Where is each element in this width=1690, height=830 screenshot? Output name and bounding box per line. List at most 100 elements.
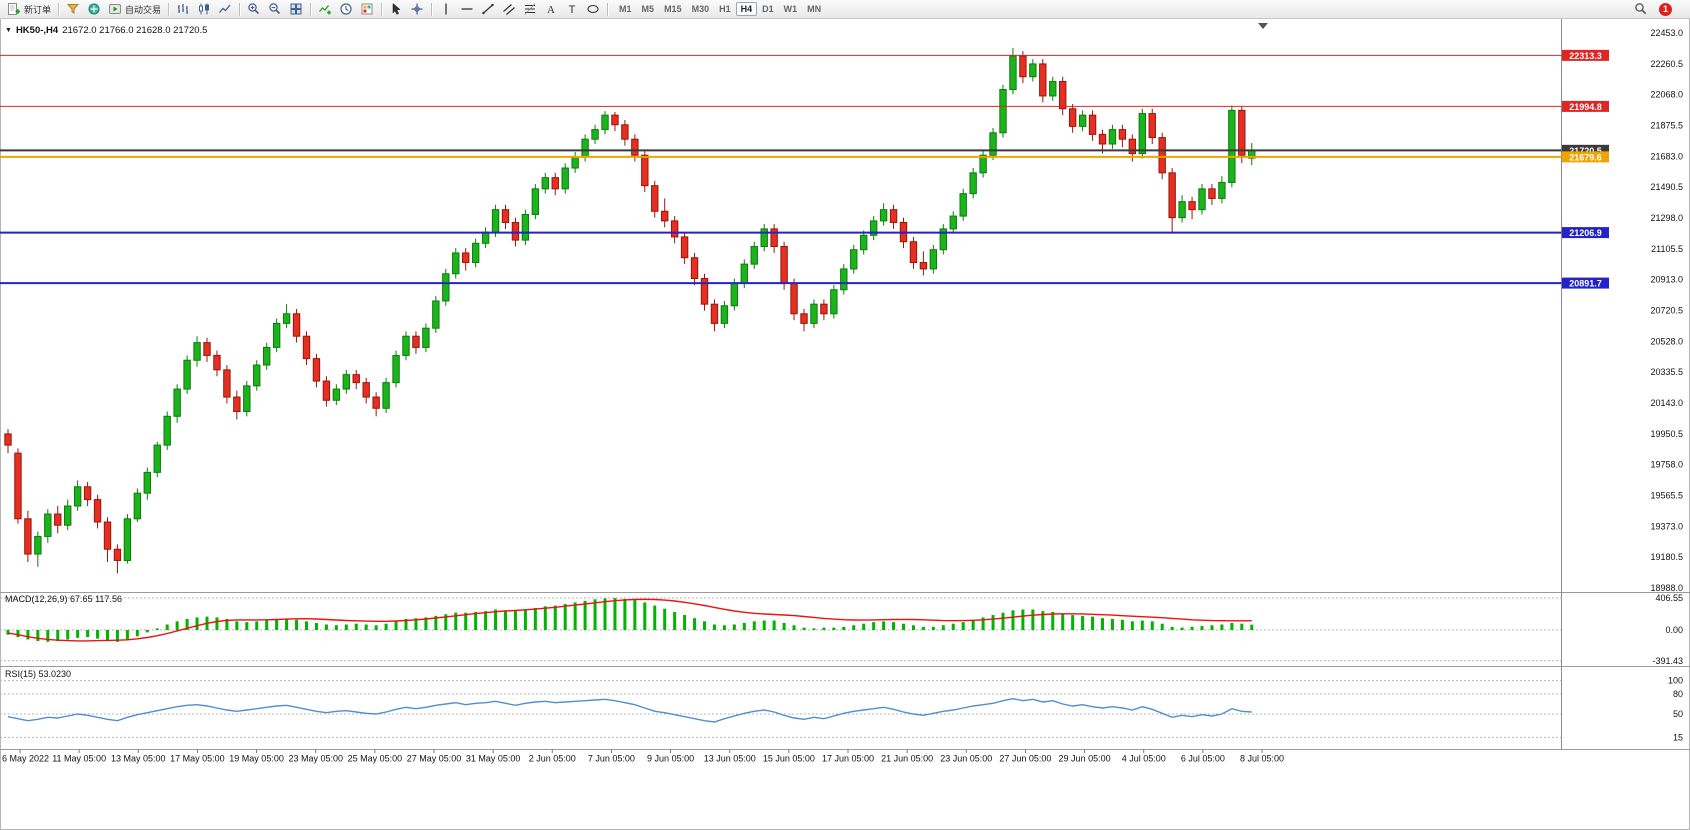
- svg-text:21683.0: 21683.0: [1650, 151, 1683, 161]
- timeframe-mn[interactable]: MN: [802, 2, 826, 16]
- svg-text:25 May 05:00: 25 May 05:00: [348, 754, 403, 764]
- autotrading-button[interactable]: 自动交易: [105, 1, 164, 17]
- svg-text:21720.5: 21720.5: [1569, 146, 1602, 156]
- svg-text:17 Jun 05:00: 17 Jun 05:00: [822, 754, 874, 764]
- svg-text:21105.5: 21105.5: [1651, 244, 1683, 254]
- svg-text:21298.0: 21298.0: [1650, 213, 1683, 223]
- zoom-in-icon: [248, 3, 260, 15]
- price-badge: [1562, 144, 1609, 156]
- timeframe-m15[interactable]: M15: [659, 2, 687, 16]
- svg-text:19373.0: 19373.0: [1650, 521, 1683, 531]
- svg-text:-391.43: -391.43: [1652, 656, 1683, 666]
- vertical-line-tool-button[interactable]: [436, 1, 456, 17]
- text-tool-button[interactable]: A: [541, 1, 561, 17]
- candles-layer: [4, 47, 1256, 574]
- indicators-icon: [319, 5, 332, 15]
- svg-text:6 May 2022: 6 May 2022: [2, 754, 49, 764]
- svg-text:19950.5: 19950.5: [1650, 429, 1683, 439]
- tile-windows-button[interactable]: [286, 1, 306, 17]
- price-badge: [1562, 100, 1609, 112]
- price-badge: [1562, 227, 1609, 239]
- svg-text:15 Jun 05:00: 15 Jun 05:00: [763, 754, 815, 764]
- svg-text:21 Jun 05:00: 21 Jun 05:00: [881, 754, 933, 764]
- timeframe-m1[interactable]: M1: [614, 2, 637, 16]
- tile-windows-icon: [290, 3, 302, 15]
- new-order-button[interactable]: 新订单: [4, 1, 54, 17]
- search-button[interactable]: [1631, 1, 1651, 17]
- svg-text:22313.3: 22313.3: [1569, 51, 1602, 61]
- timeframe-d1[interactable]: D1: [757, 2, 779, 16]
- notification-badge[interactable]: 1: [1659, 2, 1672, 16]
- trendline-tool-button[interactable]: [478, 1, 498, 17]
- svg-text:31 May 05:00: 31 May 05:00: [466, 754, 521, 764]
- trendline-icon: [482, 3, 494, 15]
- shapes-icon: [587, 4, 599, 14]
- shift-marker: [1258, 23, 1268, 29]
- navigator-icon: [88, 3, 100, 15]
- timeframe-m5[interactable]: M5: [637, 2, 660, 16]
- zoom-in-button[interactable]: [244, 1, 264, 17]
- toolbar: 新订单 自动交易: [0, 0, 1690, 19]
- periods-button[interactable]: [336, 1, 356, 17]
- svg-text:20335.5: 20335.5: [1650, 367, 1683, 377]
- svg-text:19565.5: 19565.5: [1650, 491, 1683, 501]
- svg-text:27 Jun 05:00: 27 Jun 05:00: [999, 754, 1051, 764]
- toolbar-separator: [607, 2, 609, 16]
- svg-text:18988.0: 18988.0: [1650, 583, 1683, 593]
- equidistant-channel-icon: [503, 4, 515, 15]
- svg-text:T: T: [569, 4, 576, 16]
- chart-title: ▼ HK50-,H4 21672.0 21766.0 21628.0 21720…: [5, 25, 207, 36]
- bar-chart-icon: [178, 4, 189, 14]
- vertical-line-icon: [445, 3, 447, 15]
- toolbar-separator: [58, 2, 60, 16]
- line-chart-button[interactable]: [215, 1, 235, 17]
- cursor-tool-button[interactable]: [386, 1, 406, 17]
- macd-value-histogram: 67.65: [70, 594, 93, 604]
- svg-text:80: 80: [1673, 689, 1683, 699]
- label-tool-button[interactable]: T: [562, 1, 582, 17]
- svg-text:2 Jun 05:00: 2 Jun 05:00: [529, 754, 576, 764]
- symbol-dropdown-icon[interactable]: ▼: [5, 27, 12, 34]
- svg-text:20528.0: 20528.0: [1650, 336, 1683, 346]
- svg-text:19 May 05:00: 19 May 05:00: [229, 754, 284, 764]
- fibonacci-tool-button[interactable]: [520, 1, 540, 17]
- timeframe-h1[interactable]: H1: [714, 2, 736, 16]
- indicators-button[interactable]: [315, 1, 335, 17]
- ohlc-values: 21672.0 21766.0 21628.0 21720.5: [62, 25, 208, 36]
- market-watch-button[interactable]: [63, 1, 83, 17]
- templates-icon: [361, 3, 373, 15]
- svg-text:11 May 05:00: 11 May 05:00: [52, 754, 106, 764]
- horizontal-line-tool-button[interactable]: [457, 1, 477, 17]
- svg-text:6 Jul 05:00: 6 Jul 05:00: [1181, 754, 1225, 764]
- timeframe-w1[interactable]: W1: [779, 2, 803, 16]
- market-watch-icon: [66, 4, 80, 14]
- timeframe-m30[interactable]: M30: [687, 2, 715, 16]
- price-badge: [1562, 151, 1609, 163]
- bar-chart-button[interactable]: [173, 1, 193, 17]
- zoom-out-button[interactable]: [265, 1, 285, 17]
- toolbar-separator: [381, 2, 383, 16]
- autotrading-label: 自动交易: [125, 4, 162, 15]
- svg-text:A: A: [547, 4, 555, 16]
- shapes-tool-button[interactable]: [583, 1, 603, 17]
- svg-text:0.00: 0.00: [1665, 625, 1683, 635]
- svg-text:15: 15: [1673, 732, 1683, 742]
- horizontal-line-icon: [461, 8, 473, 10]
- channel-tool-button[interactable]: [499, 1, 519, 17]
- timeframe-h4[interactable]: H4: [735, 2, 758, 16]
- templates-button[interactable]: [357, 1, 377, 17]
- crosshair-tool-button[interactable]: [407, 1, 427, 17]
- timeframe-group: M1 M5 M15 M30 H1 H4 D1 W1 MN: [614, 2, 826, 16]
- svg-text:20143.0: 20143.0: [1650, 398, 1683, 408]
- svg-text:13 May 05:00: 13 May 05:00: [111, 754, 166, 764]
- fibonacci-icon: [524, 3, 536, 15]
- svg-text:23 Jun 05:00: 23 Jun 05:00: [940, 754, 992, 764]
- rsi-name: RSI(15): [5, 669, 37, 679]
- navigator-button[interactable]: [84, 1, 104, 17]
- svg-text:21994.8: 21994.8: [1569, 102, 1602, 112]
- svg-text:20720.5: 20720.5: [1650, 306, 1683, 316]
- svg-text:22068.0: 22068.0: [1650, 90, 1683, 100]
- candlestick-chart-button[interactable]: [194, 1, 214, 17]
